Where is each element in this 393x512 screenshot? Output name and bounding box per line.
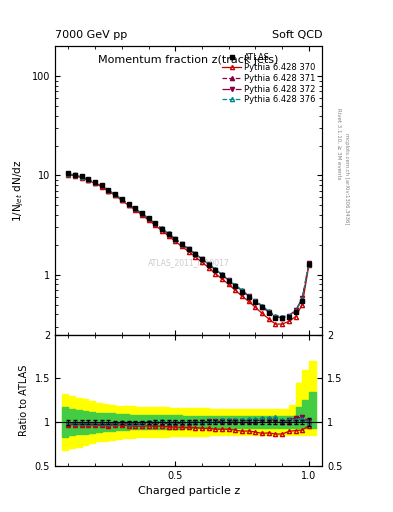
Legend: ATLAS, Pythia 6.428 370, Pythia 6.428 371, Pythia 6.428 372, Pythia 6.428 376: ATLAS, Pythia 6.428 370, Pythia 6.428 37… xyxy=(220,50,318,107)
Y-axis label: 1/N$_{jet}$ dN/dz: 1/N$_{jet}$ dN/dz xyxy=(12,159,26,222)
Text: Rivet 3.1.10, ≥ 3M events: Rivet 3.1.10, ≥ 3M events xyxy=(336,108,341,179)
Y-axis label: Ratio to ATLAS: Ratio to ATLAS xyxy=(19,365,29,436)
Text: Soft QCD: Soft QCD xyxy=(272,30,322,40)
X-axis label: Charged particle z: Charged particle z xyxy=(138,486,240,496)
Text: mcplots.cern.ch [arXiv:1306.3436]: mcplots.cern.ch [arXiv:1306.3436] xyxy=(344,134,349,225)
Text: ATLAS_2011_I919017: ATLAS_2011_I919017 xyxy=(148,258,230,267)
Text: Momentum fraction z(track jets): Momentum fraction z(track jets) xyxy=(99,55,279,65)
Text: 7000 GeV pp: 7000 GeV pp xyxy=(55,30,127,40)
